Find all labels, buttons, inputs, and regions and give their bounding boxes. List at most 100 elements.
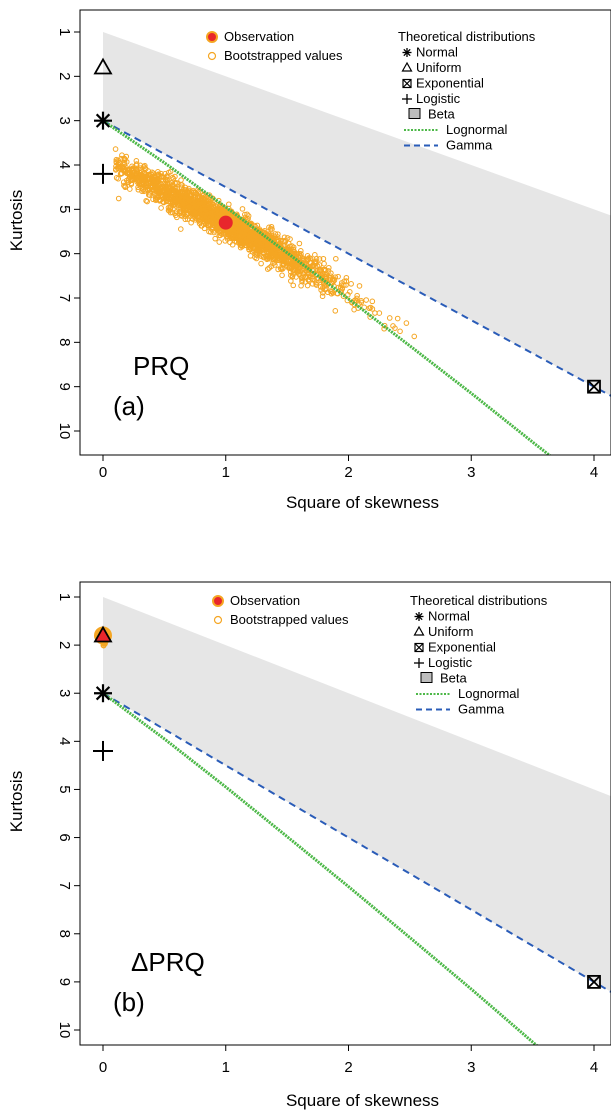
legend-observation-marker (206, 31, 218, 43)
bootstrap-point (184, 205, 190, 212)
legend-logistic-label: Logistic (428, 655, 473, 670)
plot-frame (79, 581, 611, 1046)
legend-bootstrap-marker (213, 615, 223, 625)
lognormal-line (102, 691, 539, 1045)
exponential-point-box (587, 379, 601, 394)
bootstrap-point (147, 184, 154, 191)
legend-beta-marker (420, 672, 433, 683)
bootstrap-point (144, 198, 150, 205)
bootstrap-point (369, 298, 376, 305)
legend-uniform-marker (401, 61, 413, 72)
panel-annotation: ΔPRQ (131, 947, 205, 977)
bootstrap-point (192, 204, 198, 210)
bootstrap-point (166, 189, 172, 195)
chart-panel-a: 0 1 2 3 4 1 2 3 4 5 6 7 8 9 10 Square of skewness Kurtos… (7, 9, 611, 512)
bootstrap-point (164, 173, 170, 179)
bootstrap-point (145, 191, 152, 198)
y-tick-label: 6 (56, 833, 73, 841)
bootstrap-point (367, 304, 374, 311)
bootstrap-point (158, 173, 165, 179)
bootstrap-point (335, 273, 341, 280)
bootstrap-point (288, 272, 294, 279)
legend-exponential-stroke (402, 79, 412, 88)
legend-normal-stroke (415, 612, 423, 621)
bootstrap-point (307, 274, 313, 281)
beta-region (103, 597, 611, 992)
bootstrap-point (182, 197, 189, 203)
bootstrap-point (237, 219, 244, 226)
bootstrap-point (204, 205, 210, 212)
legend-title: Theoretical distributions (410, 593, 548, 608)
y-tick-label: 6 (56, 249, 73, 257)
bootstrap-point (177, 226, 184, 232)
bootstrap-point (205, 223, 212, 229)
y-tick-label: 7 (56, 881, 73, 889)
bootstrap-point (153, 197, 159, 204)
bootstrap-point (234, 225, 241, 231)
bootstrap-point (234, 236, 241, 242)
bootstrap-point (258, 241, 265, 248)
panel-annotation: PRQ (133, 351, 189, 381)
bootstrap-point (141, 163, 147, 170)
bootstrap-point (250, 229, 256, 236)
bootstrap-point (268, 249, 274, 256)
bootstrap-point (251, 245, 257, 252)
normal-point (94, 684, 112, 703)
legend-normal-label: Normal (428, 609, 470, 624)
legend-normal-marker (414, 612, 424, 621)
bootstrap-point (328, 270, 334, 276)
bootstrap-point (291, 267, 298, 274)
x-tick-label: 2 (344, 464, 352, 481)
bootstrap-point (237, 242, 243, 248)
y-tick-label: 1 (56, 28, 73, 36)
bootstrap-point (296, 271, 302, 278)
bootstrap-point (304, 282, 311, 289)
bootstrap-point (167, 194, 174, 200)
bootstrap-point (182, 216, 189, 223)
bootstrap-point (372, 310, 378, 316)
legend-bootstrap-label: Bootstrapped values (224, 48, 343, 63)
bootstrap-point (287, 247, 293, 253)
bootstrap-point (298, 282, 304, 289)
plot-area (93, 32, 611, 455)
bootstrap-point (167, 168, 174, 175)
bootstrap-point (330, 275, 336, 282)
bootstrap-point (274, 234, 281, 240)
bootstrap-point (244, 211, 250, 218)
bootstrap-point (154, 179, 161, 186)
bootstrap-point (127, 172, 134, 179)
bootstrap-point (136, 181, 142, 188)
legend-lognormal-label: Lognormal (446, 122, 508, 137)
bootstrap-point (264, 256, 270, 263)
x-tick-label: 3 (467, 464, 475, 481)
x-axis-title: Square of skewness (286, 1091, 439, 1110)
bootstrap-point (268, 223, 275, 230)
y-tick-label: 4 (56, 737, 73, 745)
logistic-point (93, 740, 113, 761)
legend-uniform-label: Uniform (428, 624, 474, 639)
bootstrap-point (268, 263, 275, 270)
y-tick-label: 9 (56, 978, 73, 986)
bootstrap-point (201, 215, 207, 222)
bootstrap-point (143, 197, 149, 204)
bootstrap-point (386, 315, 393, 321)
bootstrap-point (319, 271, 325, 277)
legend-bootstrap-label: Bootstrapped values (230, 612, 349, 627)
x-tick-label: 0 (99, 1059, 107, 1076)
bootstrap-point (332, 308, 339, 314)
bootstrap-point (196, 200, 203, 206)
bootstrap-point (202, 211, 209, 217)
bootstrap-point (185, 204, 191, 211)
bootstrap-point (194, 187, 201, 194)
bootstrap-point (139, 188, 145, 194)
exponential-point-stroke (587, 380, 601, 394)
bootstrap-point (217, 203, 223, 210)
bootstrap-point (176, 208, 183, 215)
bootstrap-point (302, 260, 308, 266)
legend-logistic-label: Logistic (416, 91, 461, 106)
y-axis-title: Kurtosis (7, 190, 26, 251)
bootstrap-point (279, 255, 285, 262)
bootstrap-point (229, 241, 236, 248)
bootstrap-point (261, 253, 267, 260)
bootstrap-point (354, 292, 360, 299)
